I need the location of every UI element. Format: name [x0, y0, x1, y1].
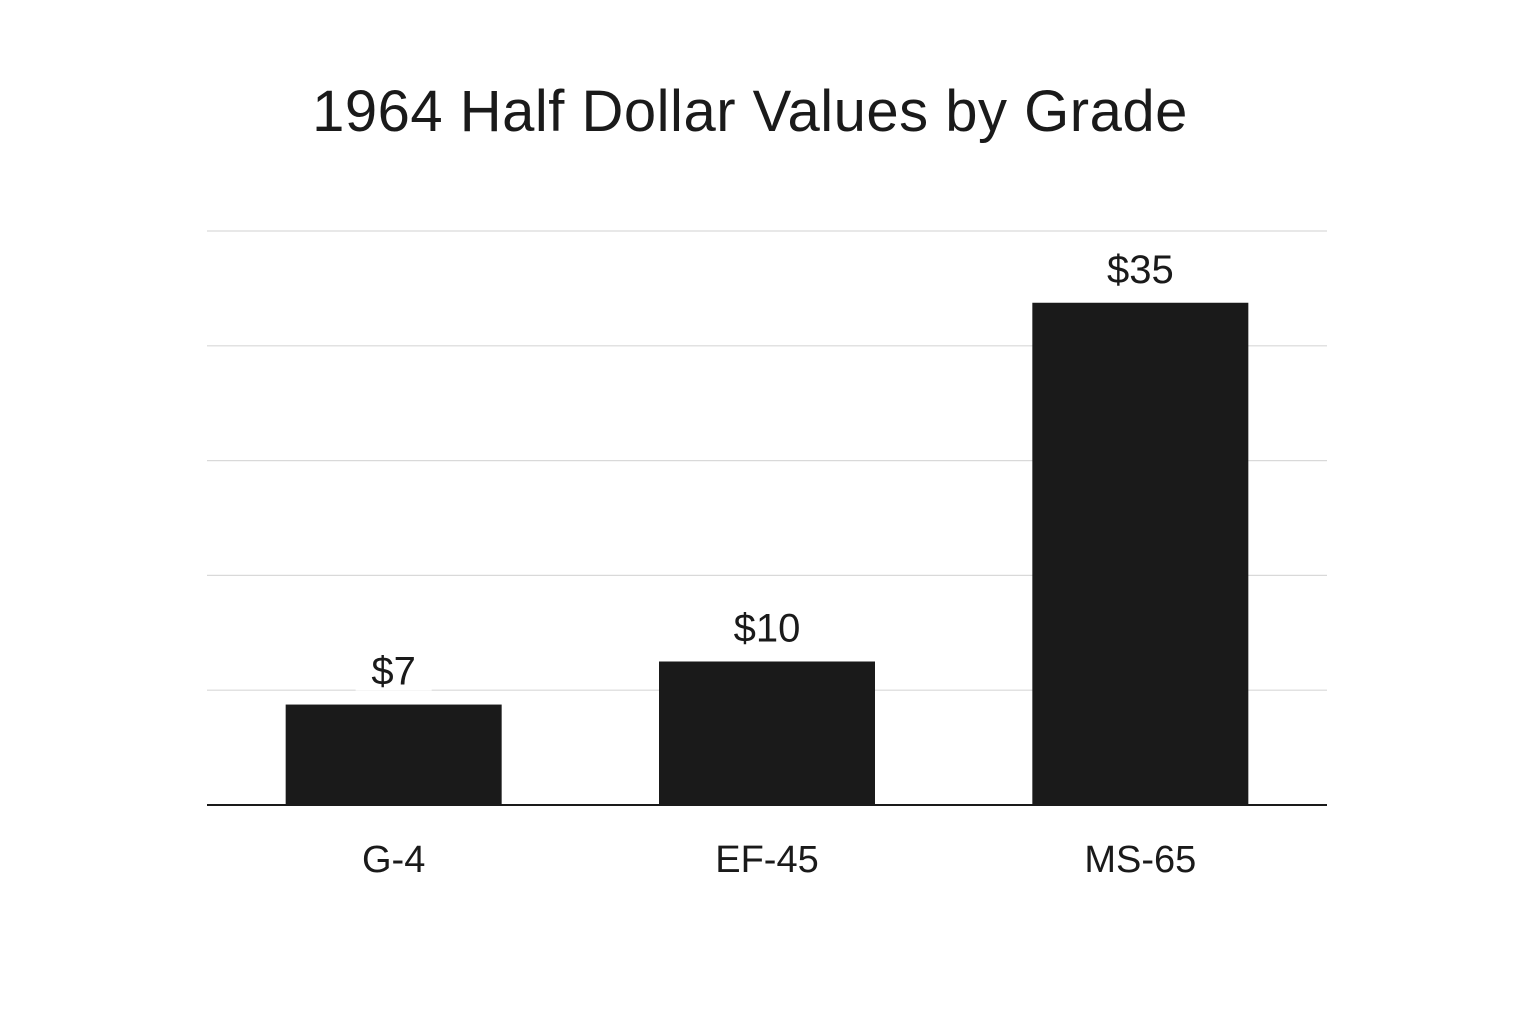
data-label-background [717, 603, 817, 648]
x-tick-label: G-4 [362, 839, 425, 881]
data-label: $7 [371, 650, 416, 694]
data-label-background [1090, 244, 1191, 289]
data-label: $10 [734, 607, 801, 651]
data-label-background [355, 646, 432, 691]
bar-ms-65 [1032, 302, 1249, 805]
x-tick-label: MS-65 [1084, 839, 1196, 881]
x-tick-label: EF-45 [715, 839, 818, 881]
bar-g-4 [285, 704, 502, 805]
chart-title: 1964 Half Dollar Values by Grade [312, 79, 1188, 144]
bar-ef-45 [659, 661, 875, 805]
data-label: $35 [1107, 248, 1174, 292]
